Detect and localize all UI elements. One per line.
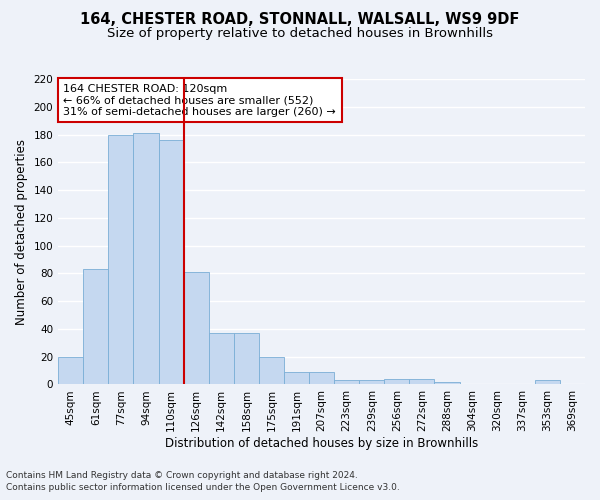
Text: Contains public sector information licensed under the Open Government Licence v3: Contains public sector information licen… — [6, 484, 400, 492]
Bar — [133, 133, 158, 384]
Bar — [359, 380, 385, 384]
Text: Size of property relative to detached houses in Brownhills: Size of property relative to detached ho… — [107, 28, 493, 40]
Text: 164, CHESTER ROAD, STONNALL, WALSALL, WS9 9DF: 164, CHESTER ROAD, STONNALL, WALSALL, WS… — [80, 12, 520, 28]
Bar — [434, 382, 460, 384]
Bar — [109, 134, 133, 384]
Text: Contains HM Land Registry data © Crown copyright and database right 2024.: Contains HM Land Registry data © Crown c… — [6, 471, 358, 480]
Bar — [309, 372, 334, 384]
Bar — [234, 333, 259, 384]
Bar — [535, 380, 560, 384]
Bar — [259, 356, 284, 384]
X-axis label: Distribution of detached houses by size in Brownhills: Distribution of detached houses by size … — [165, 437, 478, 450]
Bar — [184, 272, 209, 384]
Bar — [409, 379, 434, 384]
Y-axis label: Number of detached properties: Number of detached properties — [15, 138, 28, 324]
Bar — [83, 269, 109, 384]
Bar — [58, 356, 83, 384]
Bar — [284, 372, 309, 384]
Bar — [209, 333, 234, 384]
Text: 164 CHESTER ROAD: 120sqm
← 66% of detached houses are smaller (552)
31% of semi-: 164 CHESTER ROAD: 120sqm ← 66% of detach… — [64, 84, 336, 117]
Bar — [334, 380, 359, 384]
Bar — [385, 379, 409, 384]
Bar — [158, 140, 184, 384]
